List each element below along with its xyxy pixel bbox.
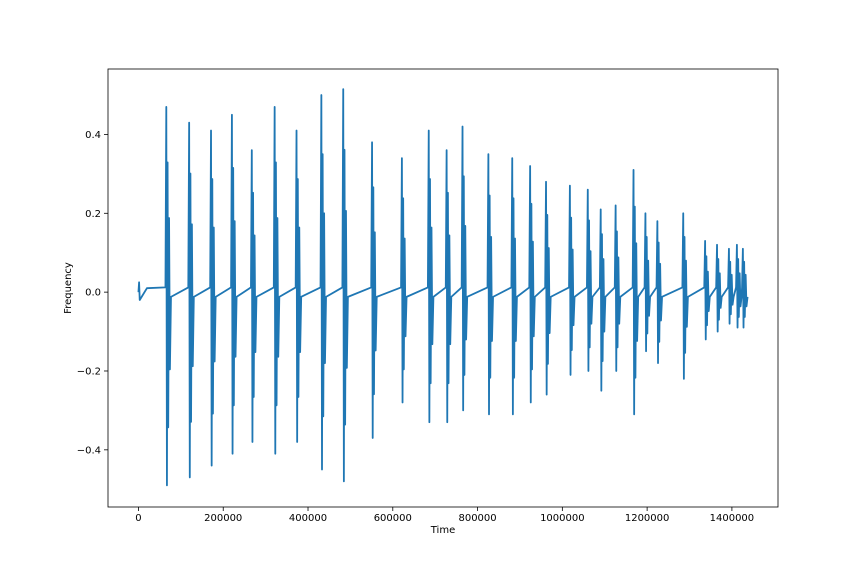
- y-tick-label: −0.2: [77, 366, 101, 377]
- x-tick-label: 600000: [374, 513, 412, 524]
- y-axis-label: Frequency: [63, 262, 74, 314]
- y-tick-label: 0.0: [85, 288, 101, 299]
- x-axis-label: Time: [430, 525, 455, 536]
- x-tick-label: 1400000: [710, 513, 755, 524]
- x-tick-label: 400000: [289, 513, 327, 524]
- x-tick-label: 1200000: [625, 513, 670, 524]
- y-tick-label: −0.4: [77, 445, 101, 456]
- y-tick-label: 0.2: [85, 209, 101, 220]
- x-tick-label: 0: [135, 513, 141, 524]
- y-tick-label: 0.4: [85, 130, 101, 141]
- x-tick-label: 1000000: [540, 513, 585, 524]
- axes-frame: [107, 68, 779, 508]
- waveform-line: [137, 88, 749, 487]
- x-tick-label: 800000: [458, 513, 496, 524]
- x-tick-label: 200000: [204, 513, 242, 524]
